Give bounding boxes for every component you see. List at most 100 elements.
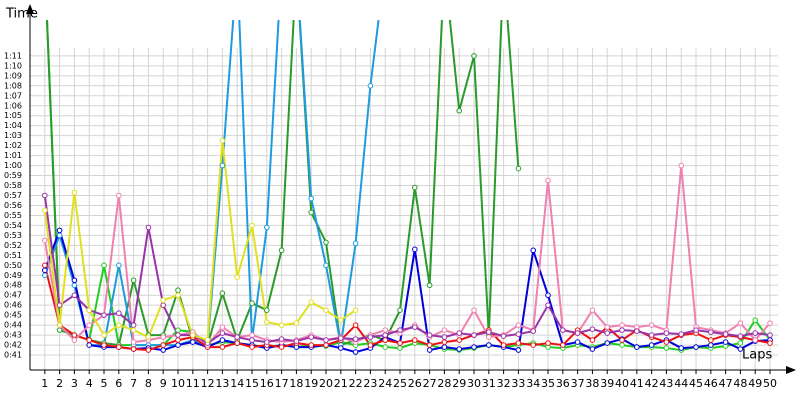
point	[278, 322, 285, 328]
point	[382, 332, 389, 338]
point	[737, 320, 744, 326]
x-tick-label: 6	[115, 377, 122, 390]
y-tick-label: 1:07	[4, 91, 22, 100]
point	[116, 310, 122, 316]
y-tick-label: 1:00	[4, 161, 22, 170]
series-line	[43, 140, 357, 342]
point	[130, 327, 137, 333]
point	[352, 336, 359, 342]
point	[397, 340, 403, 346]
point	[412, 337, 418, 343]
point	[352, 307, 359, 313]
point	[722, 339, 729, 345]
point	[412, 246, 418, 253]
y-tick-label: 0:56	[4, 201, 22, 210]
x-tick-label: 20	[319, 377, 333, 390]
point	[234, 274, 241, 281]
x-tick-label: 29	[452, 377, 466, 390]
point	[175, 332, 181, 338]
point	[86, 342, 93, 348]
point	[515, 165, 522, 172]
x-tick-label: 34	[526, 377, 540, 390]
point	[71, 277, 78, 284]
point	[86, 322, 93, 328]
point	[589, 307, 596, 313]
point	[264, 339, 270, 345]
x-tick-label: 19	[304, 377, 318, 390]
point	[219, 337, 226, 343]
point	[560, 327, 566, 333]
y-tick-label: 1:04	[4, 121, 22, 130]
point	[338, 317, 344, 323]
x-tick-label: 36	[556, 377, 570, 390]
x-tick-label: 7	[130, 377, 137, 390]
point	[323, 307, 329, 313]
point	[545, 292, 551, 299]
point	[471, 332, 477, 338]
point	[160, 302, 167, 308]
point	[737, 340, 744, 346]
point	[130, 322, 137, 328]
y-tick-label: 0:51	[4, 251, 22, 260]
point	[219, 324, 226, 330]
point	[471, 344, 477, 350]
point	[767, 332, 773, 338]
x-tick-label: 48	[733, 377, 747, 390]
point	[574, 330, 581, 336]
point	[249, 332, 255, 338]
x-tick-label: 27	[423, 377, 437, 390]
point	[56, 227, 63, 234]
point	[264, 307, 270, 313]
point	[663, 339, 670, 345]
point	[308, 299, 315, 305]
point	[634, 344, 640, 350]
x-tick-label: 5	[101, 377, 108, 390]
point	[471, 53, 477, 59]
x-tick-label: 13	[215, 377, 229, 390]
point	[264, 319, 270, 325]
point	[101, 332, 107, 338]
point	[441, 334, 448, 340]
point	[42, 207, 48, 214]
point	[663, 330, 670, 336]
point	[71, 189, 78, 196]
x-tick-label: 22	[349, 377, 363, 390]
x-tick-label: 26	[408, 377, 422, 390]
y-tick-label: 0:50	[4, 261, 22, 270]
point	[71, 282, 78, 289]
point	[663, 345, 670, 351]
point	[86, 337, 93, 343]
point	[471, 307, 477, 313]
y-tick-label: 0:43	[4, 331, 22, 340]
point	[545, 340, 551, 346]
point	[42, 272, 48, 279]
point	[101, 342, 107, 348]
x-tick-label: 42	[645, 377, 659, 390]
point	[219, 344, 226, 350]
x-tick-label: 23	[363, 377, 377, 390]
point	[249, 222, 255, 229]
point	[648, 342, 655, 348]
point	[323, 239, 329, 246]
point	[722, 331, 729, 337]
point	[308, 195, 315, 202]
y-tick-label: 0:53	[4, 231, 22, 240]
point	[249, 344, 255, 350]
x-tick-label: 45	[689, 377, 703, 390]
y-tick-label: 0:49	[4, 271, 22, 280]
x-tick-label: 33	[511, 377, 525, 390]
point	[456, 337, 463, 343]
point	[130, 277, 137, 284]
point	[293, 338, 300, 344]
point	[456, 107, 463, 114]
x-tick-label: 8	[145, 377, 152, 390]
point	[278, 247, 285, 254]
point	[678, 331, 685, 337]
point	[56, 327, 63, 333]
point	[352, 322, 359, 328]
x-tick-label: 4	[86, 377, 93, 390]
point	[42, 192, 48, 199]
x-tick-label: 28	[437, 377, 451, 390]
point	[515, 322, 522, 328]
point	[219, 162, 226, 169]
